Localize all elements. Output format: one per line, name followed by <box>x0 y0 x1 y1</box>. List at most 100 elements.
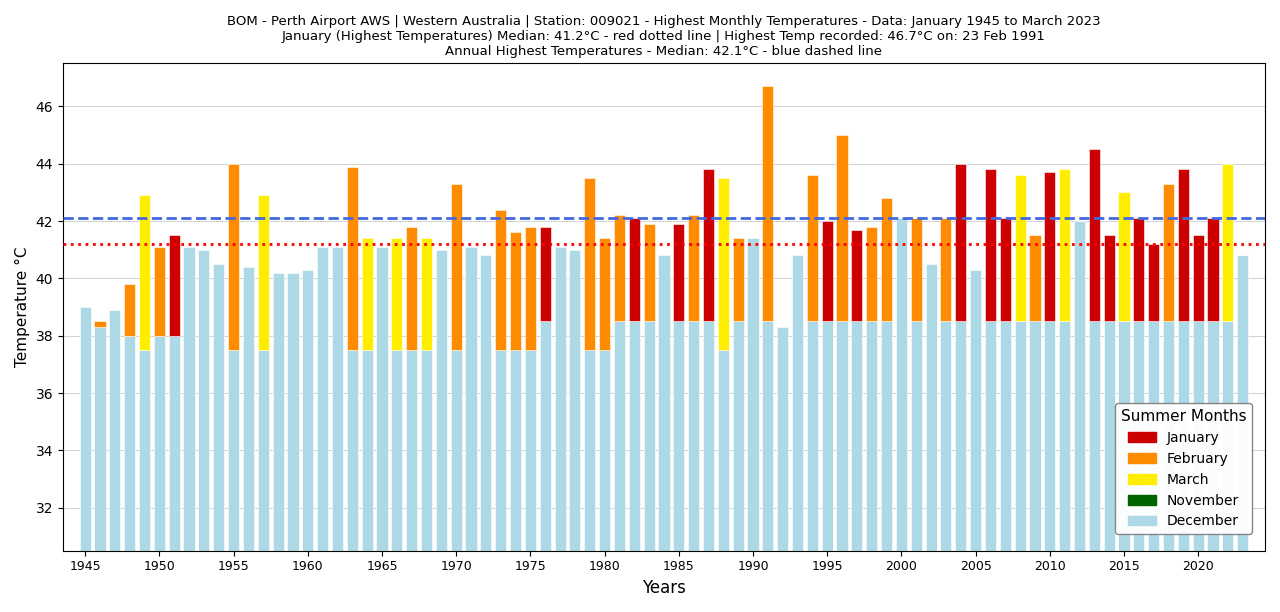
Bar <box>243 267 253 551</box>
Bar <box>955 321 966 551</box>
Bar <box>955 163 966 321</box>
Bar <box>851 230 863 321</box>
Bar <box>169 236 179 336</box>
Bar <box>154 247 165 336</box>
Bar <box>495 209 507 350</box>
Bar <box>1059 321 1070 551</box>
Bar <box>495 350 507 551</box>
Bar <box>169 336 179 551</box>
Bar <box>509 350 521 551</box>
Bar <box>718 178 728 350</box>
Bar <box>347 350 358 551</box>
Bar <box>198 250 210 551</box>
Bar <box>406 227 417 350</box>
Bar <box>392 238 402 350</box>
Bar <box>941 321 951 551</box>
Bar <box>703 321 714 551</box>
Bar <box>124 284 136 336</box>
Bar <box>183 247 195 551</box>
Bar <box>1029 321 1041 551</box>
Bar <box>628 321 640 551</box>
Bar <box>1015 175 1025 321</box>
Bar <box>124 336 136 551</box>
Bar <box>1015 321 1025 551</box>
Bar <box>1164 184 1174 321</box>
Bar <box>896 218 908 551</box>
Bar <box>599 350 611 551</box>
Bar <box>881 198 892 321</box>
Bar <box>806 175 818 321</box>
Bar <box>79 307 91 551</box>
Bar <box>228 163 239 350</box>
Bar <box>689 215 699 321</box>
Bar <box>1222 163 1234 321</box>
Bar <box>732 238 744 321</box>
Bar <box>614 215 625 321</box>
Bar <box>95 321 105 327</box>
Bar <box>822 321 833 551</box>
Bar <box>1059 170 1070 321</box>
Bar <box>509 233 521 350</box>
Bar <box>214 264 224 551</box>
Bar <box>822 221 833 321</box>
Bar <box>1119 321 1129 551</box>
Bar <box>421 350 433 551</box>
Bar <box>837 321 847 551</box>
Bar <box>703 170 714 321</box>
Bar <box>1074 221 1085 551</box>
Bar <box>361 238 372 350</box>
Bar <box>644 321 654 551</box>
Bar <box>466 247 476 551</box>
Bar <box>1148 244 1160 321</box>
Bar <box>109 310 120 551</box>
Bar <box>376 247 388 551</box>
Bar <box>540 321 550 551</box>
Bar <box>763 321 773 551</box>
Bar <box>1044 321 1056 551</box>
Bar <box>347 166 358 350</box>
Bar <box>1238 255 1248 551</box>
Bar <box>1119 192 1129 321</box>
Bar <box>406 350 417 551</box>
Bar <box>525 350 536 551</box>
Bar <box>1000 321 1011 551</box>
Bar <box>984 170 996 321</box>
Y-axis label: Temperature °C: Temperature °C <box>15 247 29 367</box>
Bar <box>1207 218 1219 321</box>
Bar <box>910 321 922 551</box>
Bar <box>867 227 877 321</box>
Legend: January, February, March, November, December: January, February, March, November, Dece… <box>1115 403 1252 534</box>
Bar <box>673 321 685 551</box>
Bar <box>1044 173 1056 321</box>
Title: BOM - Perth Airport AWS | Western Australia | Station: 009021 - Highest Monthly : BOM - Perth Airport AWS | Western Austra… <box>227 15 1101 58</box>
Bar <box>1207 321 1219 551</box>
Bar <box>332 247 343 551</box>
Bar <box>302 270 314 551</box>
Bar <box>1103 321 1115 551</box>
Bar <box>525 227 536 350</box>
Bar <box>970 270 982 551</box>
Bar <box>257 195 269 350</box>
Bar <box>763 86 773 321</box>
Bar <box>421 238 433 350</box>
Bar <box>228 350 239 551</box>
Bar <box>881 321 892 551</box>
Bar <box>867 321 877 551</box>
Bar <box>584 350 595 551</box>
Bar <box>599 238 611 350</box>
Bar <box>451 350 462 551</box>
Bar <box>925 264 937 551</box>
Bar <box>554 247 566 551</box>
Bar <box>95 327 105 551</box>
Bar <box>1000 218 1011 321</box>
Bar <box>317 247 328 551</box>
Bar <box>941 218 951 321</box>
Bar <box>910 218 922 321</box>
Bar <box>614 321 625 551</box>
Bar <box>140 350 150 551</box>
Bar <box>140 195 150 350</box>
Bar <box>480 255 492 551</box>
Bar <box>1178 321 1189 551</box>
Bar <box>748 238 759 551</box>
Bar <box>689 321 699 551</box>
